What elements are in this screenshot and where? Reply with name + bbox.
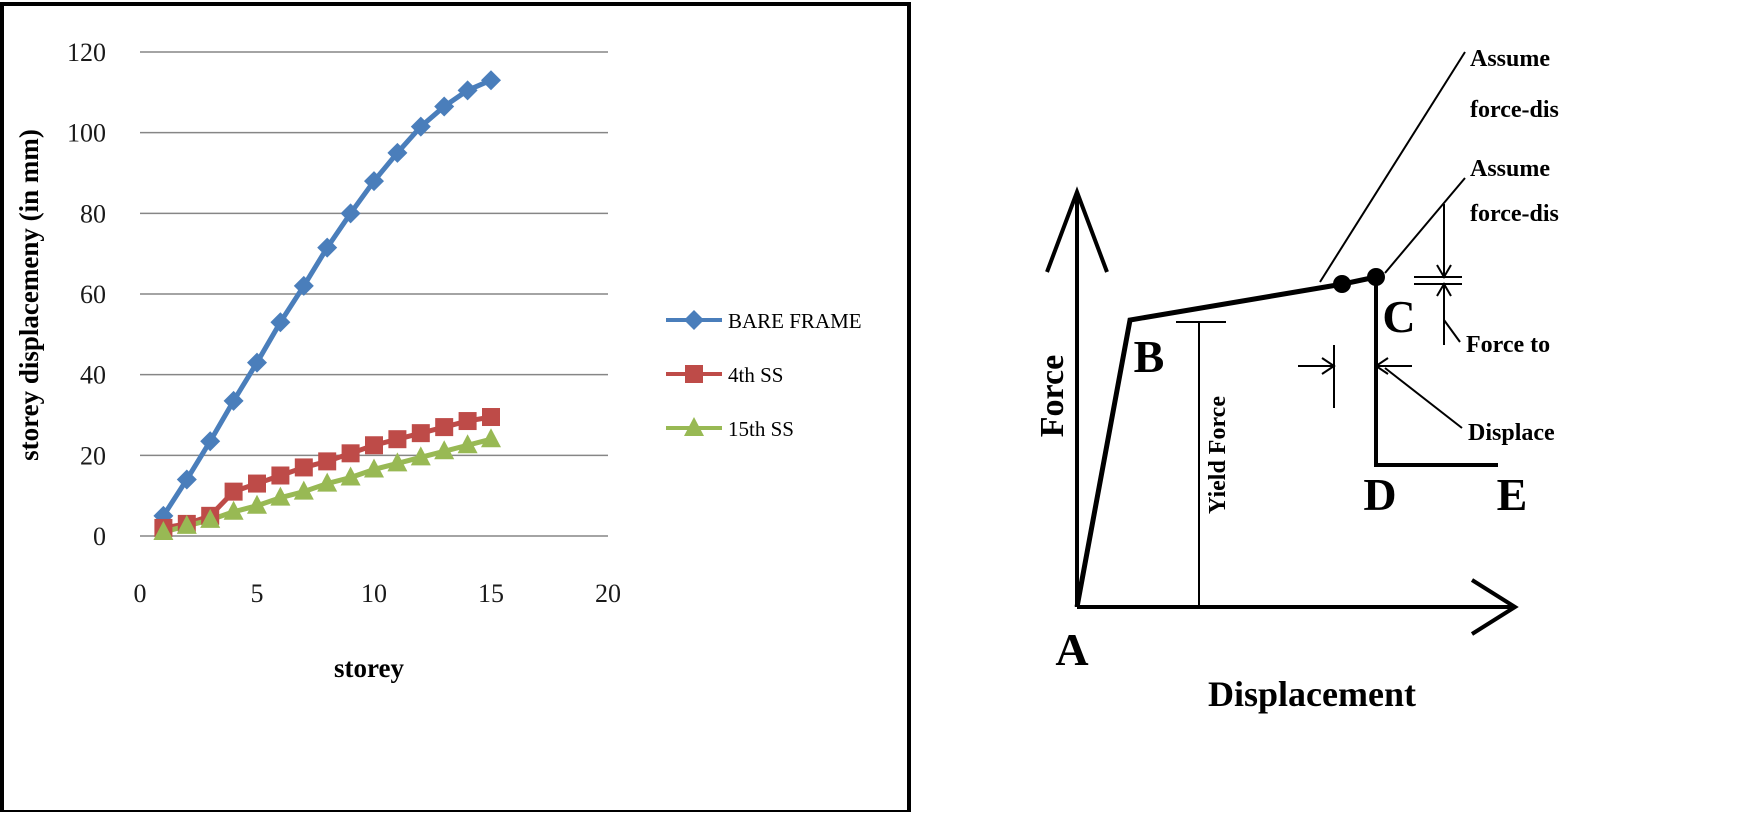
data-point-15th-ss bbox=[387, 452, 408, 472]
force-displacement-diagram-panel: Yield Force A B C D E Force Displacement… bbox=[1020, 20, 1756, 812]
data-point-15th-ss bbox=[317, 472, 338, 492]
data-point-bare-frame bbox=[434, 96, 455, 117]
leader-line-1 bbox=[1319, 51, 1466, 283]
series-markers bbox=[153, 70, 501, 540]
legend-marker-bare-frame bbox=[684, 310, 704, 330]
y-axis-label: storey displacemeny (in mm) bbox=[14, 129, 44, 461]
legend-marker-4th-ss bbox=[685, 365, 703, 383]
x-tick-labels: 0 5 10 15 20 bbox=[134, 579, 622, 608]
force-displacement-diagram: Yield Force A B C D E Force Displacement… bbox=[1034, 46, 1559, 714]
annotation-2-line1: Assume bbox=[1470, 156, 1550, 182]
data-point-bare-frame bbox=[176, 469, 197, 490]
y-tick-label: 20 bbox=[80, 441, 106, 470]
point-label-c: C bbox=[1382, 291, 1415, 342]
data-point-4th-ss bbox=[435, 418, 454, 437]
y-tick-label: 80 bbox=[80, 199, 106, 228]
legend-label-15th-ss: 15th SS bbox=[728, 417, 794, 441]
displacement-axis-label: Displacement bbox=[1208, 674, 1416, 714]
y-tick-label: 100 bbox=[67, 119, 106, 148]
legend: BARE FRAME 4th SS 15th SS bbox=[666, 309, 862, 441]
data-point-15th-ss bbox=[410, 446, 431, 466]
y-tick-label: 40 bbox=[80, 361, 106, 390]
data-point-bare-frame bbox=[457, 80, 478, 101]
disp-mark-arrowhead-right bbox=[1374, 357, 1389, 375]
yield-force-label: Yield Force bbox=[1205, 396, 1231, 514]
data-point-bare-frame bbox=[481, 70, 501, 91]
data-point-bare-frame bbox=[293, 275, 314, 296]
force-axis-arrowhead bbox=[1045, 186, 1109, 273]
data-point-bare-frame bbox=[247, 352, 267, 373]
backbone-curve bbox=[1074, 274, 1377, 608]
data-point-bare-frame bbox=[200, 431, 221, 452]
data-point-4th-ss bbox=[271, 466, 290, 485]
data-point-15th-ss bbox=[481, 428, 501, 448]
data-point-bare-frame bbox=[317, 237, 338, 258]
point-label-b: B bbox=[1134, 331, 1165, 382]
annotation-3-line1: Force to bbox=[1466, 332, 1550, 358]
data-point-4th-ss bbox=[365, 436, 383, 455]
force-mark-arrowhead-bottom bbox=[1436, 282, 1452, 297]
data-point-4th-ss bbox=[341, 444, 360, 463]
leader-line-2 bbox=[1384, 177, 1466, 274]
annotation-4-line1: Displace bbox=[1468, 420, 1555, 446]
data-point-15th-ss bbox=[223, 500, 244, 520]
data-point-4th-ss bbox=[224, 482, 243, 501]
displacement-chart: 0 20 40 60 80 100 120 0 5 10 15 20 storey displace… bbox=[0, 2, 911, 814]
data-point-4th-ss bbox=[482, 408, 500, 427]
data-point-15th-ss bbox=[293, 480, 314, 500]
data-point-bare-frame bbox=[410, 116, 431, 137]
chart-border bbox=[0, 2, 911, 814]
data-point-15th-ss bbox=[270, 486, 291, 506]
data-point-bare-frame bbox=[387, 142, 408, 163]
x-tick-label: 20 bbox=[595, 579, 621, 608]
y-tick-label: 0 bbox=[93, 522, 106, 551]
y-tick-label: 60 bbox=[80, 280, 106, 309]
data-point-4th-ss bbox=[458, 412, 477, 431]
disp-mark-arrowhead-left bbox=[1321, 357, 1336, 375]
displacement-chart-panel: 0 20 40 60 80 100 120 0 5 10 15 20 storey displace… bbox=[0, 2, 911, 814]
point-label-d: D bbox=[1363, 469, 1396, 520]
data-point-15th-ss bbox=[200, 508, 221, 528]
legend-label-bare-frame: BARE FRAME bbox=[728, 309, 862, 333]
data-point-15th-ss bbox=[247, 494, 267, 514]
strength-drop-segment bbox=[1374, 277, 1498, 467]
y-tick-label: 120 bbox=[67, 38, 106, 67]
data-point-bare-frame bbox=[223, 390, 244, 411]
legend-label-4th-ss: 4th SS bbox=[728, 363, 783, 387]
x-tick-label: 5 bbox=[251, 579, 264, 608]
x-axis-label: storey bbox=[334, 653, 404, 683]
x-tick-label: 15 bbox=[478, 579, 504, 608]
data-point-bare-frame bbox=[340, 203, 361, 224]
data-point-15th-ss bbox=[364, 458, 384, 478]
annotation-1-line2: force-dis bbox=[1470, 97, 1559, 123]
x-tick-label: 0 bbox=[134, 579, 147, 608]
data-point-4th-ss bbox=[248, 474, 266, 493]
point-label-a: A bbox=[1055, 624, 1088, 675]
data-point-4th-ss bbox=[318, 452, 337, 471]
data-point-15th-ss bbox=[153, 520, 174, 540]
displacement-axis-arrowhead bbox=[1470, 578, 1519, 636]
annotation-1-line1: Assume bbox=[1470, 46, 1550, 72]
point-label-e: E bbox=[1497, 469, 1528, 520]
grid-lines bbox=[140, 51, 608, 457]
x-tick-label: 10 bbox=[361, 579, 387, 608]
point-c-dot-left bbox=[1333, 275, 1351, 293]
data-point-15th-ss bbox=[457, 434, 478, 454]
force-mark-arrowhead-top bbox=[1436, 264, 1452, 279]
y-tick-labels: 0 20 40 60 80 100 120 bbox=[67, 38, 106, 551]
force-axis-label: Force bbox=[1034, 355, 1071, 437]
data-point-15th-ss bbox=[176, 514, 197, 534]
point-c-dot-right bbox=[1367, 268, 1385, 286]
leader-line-3 bbox=[1443, 319, 1461, 343]
leader-line-4 bbox=[1384, 367, 1463, 429]
data-point-4th-ss bbox=[388, 430, 407, 449]
data-point-4th-ss bbox=[294, 458, 313, 477]
data-point-15th-ss bbox=[434, 440, 455, 460]
data-point-bare-frame bbox=[270, 312, 291, 333]
data-point-15th-ss bbox=[340, 466, 361, 486]
annotation-2-line2: force-dis bbox=[1470, 201, 1559, 227]
data-point-4th-ss bbox=[411, 424, 430, 443]
data-point-bare-frame bbox=[364, 171, 384, 192]
legend-marker-15th-ss bbox=[684, 417, 704, 436]
